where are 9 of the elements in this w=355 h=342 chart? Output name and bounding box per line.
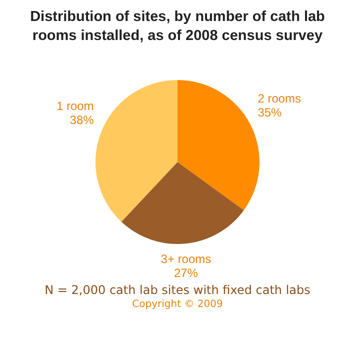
- data-label: 38%: [70, 113, 94, 128]
- slice-label: 2 rooms: [258, 91, 302, 106]
- text: N = 2,000 cath lab sites with fixed cath labs: [44, 282, 312, 298]
- data-label: 27%: [174, 266, 198, 280]
- text: Copyright © 2009: [131, 298, 224, 311]
- slice-label: 1 room: [56, 99, 94, 114]
- slice-label: 3+ rooms: [160, 252, 212, 266]
- data-label: 35%: [258, 105, 282, 120]
- chart-title: Distribution of sites, by number of cath lab rooms installed, as of 2008 census survey: [29, 8, 326, 46]
